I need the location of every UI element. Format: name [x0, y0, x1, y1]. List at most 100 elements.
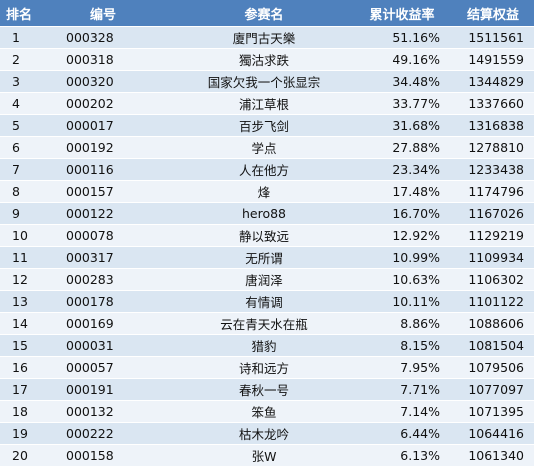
cell-rate: 8.15%	[400, 338, 440, 353]
cell-code: 000328	[66, 30, 114, 45]
cell-name: 浦江草根	[238, 97, 289, 112]
cell-equity: 1106302	[468, 272, 524, 287]
table-row: 6 000192 学点 27.88% 1278810	[0, 137, 534, 159]
cell-equity: 1337660	[468, 96, 524, 111]
cell-code: 000191	[66, 382, 114, 397]
cell-code: 000116	[66, 162, 114, 177]
table-row: 17 000191 春秋一号 7.71% 1077097	[0, 379, 534, 401]
table-row: 2 000318 獨沽求跌 49.16% 1491559	[0, 49, 534, 71]
cell-rank: 17	[12, 382, 28, 397]
cell-code: 000178	[66, 294, 114, 309]
cell-code: 000157	[66, 184, 114, 199]
cell-name: 笨鱼	[251, 405, 277, 420]
cell-rate: 10.99%	[392, 250, 440, 265]
cell-rate: 6.13%	[400, 448, 440, 463]
cell-name: 獨沽求跌	[238, 53, 289, 68]
cell-code: 000057	[66, 360, 114, 375]
cell-code: 000031	[66, 338, 114, 353]
cell-name: 猎豹	[251, 339, 277, 354]
table-row: 20 000158 张W 6.13% 1061340	[0, 445, 534, 467]
cell-name: 枯木龙吟	[238, 427, 289, 442]
header-name: 参赛名	[244, 7, 284, 23]
cell-code: 000078	[66, 228, 114, 243]
cell-equity: 1064416	[468, 426, 524, 441]
cell-equity: 1071395	[468, 404, 524, 419]
table-row: 14 000169 云在青天水在瓶 8.86% 1088606	[0, 313, 534, 335]
cell-rank: 15	[12, 338, 28, 353]
cell-name: 学点	[251, 141, 277, 156]
cell-equity: 1129219	[468, 228, 524, 243]
cell-rate: 7.71%	[400, 382, 440, 397]
cell-rate: 51.16%	[392, 30, 440, 45]
cell-rate: 10.11%	[392, 294, 440, 309]
cell-name: 唐润泽	[245, 273, 283, 288]
header-equity: 结算权益	[466, 7, 519, 23]
table-row: 4 000202 浦江草根 33.77% 1337660	[0, 93, 534, 115]
cell-rank: 3	[12, 74, 20, 89]
table-row: 8 000157 烽 17.48% 1174796	[0, 181, 534, 203]
table-row: 5 000017 百步飞剑 31.68% 1316838	[0, 115, 534, 137]
cell-code: 000169	[66, 316, 114, 331]
cell-equity: 1278810	[468, 140, 524, 155]
cell-name: 烽	[257, 185, 271, 200]
cell-rank: 7	[12, 162, 20, 177]
cell-rank: 6	[12, 140, 20, 155]
cell-name: 静以致远	[238, 229, 289, 244]
cell-name: 无所谓	[245, 251, 283, 266]
cell-rate: 8.86%	[400, 316, 440, 331]
cell-code: 000202	[66, 96, 114, 111]
table-row: 12 000283 唐润泽 10.63% 1106302	[0, 269, 534, 291]
cell-code: 000122	[66, 206, 114, 221]
table-row: 7 000116 人在他方 23.34% 1233438	[0, 159, 534, 181]
table-body: 1 000328 廈門古天樂 51.16% 1511561 2 000318 獨沽求跌 49.1…	[0, 27, 534, 467]
cell-code: 000158	[66, 448, 114, 463]
table-row: 9 000122 hero88 16.70% 1167026	[0, 203, 534, 225]
cell-equity: 1174796	[468, 184, 524, 199]
cell-equity: 1081504	[468, 338, 524, 353]
cell-equity: 1109934	[468, 250, 524, 265]
cell-code: 000317	[66, 250, 114, 265]
cell-equity: 1167026	[468, 206, 524, 221]
cell-rank: 9	[12, 206, 20, 221]
cell-rank: 16	[12, 360, 28, 375]
cell-rank: 8	[12, 184, 20, 199]
cell-rank: 20	[12, 448, 28, 463]
cell-rate: 23.34%	[392, 162, 440, 177]
cell-equity: 1344829	[468, 74, 524, 89]
cell-equity: 1077097	[468, 382, 524, 397]
cell-equity: 1088606	[468, 316, 524, 331]
cell-code: 000283	[66, 272, 114, 287]
cell-rank: 19	[12, 426, 28, 441]
cell-name: 国家欠我一个张显宗	[207, 75, 321, 90]
cell-rate: 7.95%	[400, 360, 440, 375]
cell-name: 张W	[251, 449, 277, 464]
cell-rank: 5	[12, 118, 20, 133]
cell-rate: 6.44%	[400, 426, 440, 441]
cell-name: 百步飞剑	[238, 119, 289, 134]
cell-code: 000320	[66, 74, 114, 89]
cell-equity: 1316838	[468, 118, 524, 133]
table-row: 3 000320 国家欠我一个张显宗 34.48% 1344829	[0, 71, 534, 93]
cell-rate: 49.16%	[392, 52, 440, 67]
table-header: 排名 编号 参赛名 累计收益率 结算权益	[0, 0, 534, 27]
cell-rank: 18	[12, 404, 28, 419]
table-row: 1 000328 廈門古天樂 51.16% 1511561	[0, 27, 534, 49]
cell-rank: 4	[12, 96, 20, 111]
cell-name: 有情调	[245, 295, 283, 310]
header-rate: 累计收益率	[369, 7, 435, 23]
cell-rate: 33.77%	[392, 96, 440, 111]
cell-rank: 13	[12, 294, 28, 309]
cell-name: 春秋一号	[238, 383, 289, 398]
header-rank: 排名	[6, 7, 33, 23]
table-row: 19 000222 枯木龙吟 6.44% 1064416	[0, 423, 534, 445]
table-row: 16 000057 诗和远方 7.95% 1079506	[0, 357, 534, 379]
cell-rank: 1	[12, 30, 20, 45]
table-row: 11 000317 无所谓 10.99% 1109934	[0, 247, 534, 269]
cell-name: 诗和远方	[238, 361, 289, 376]
cell-rate: 12.92%	[392, 228, 440, 243]
cell-rank: 10	[12, 228, 28, 243]
cell-equity: 1061340	[468, 448, 524, 463]
cell-rank: 2	[12, 52, 20, 67]
cell-rank: 11	[12, 250, 28, 265]
